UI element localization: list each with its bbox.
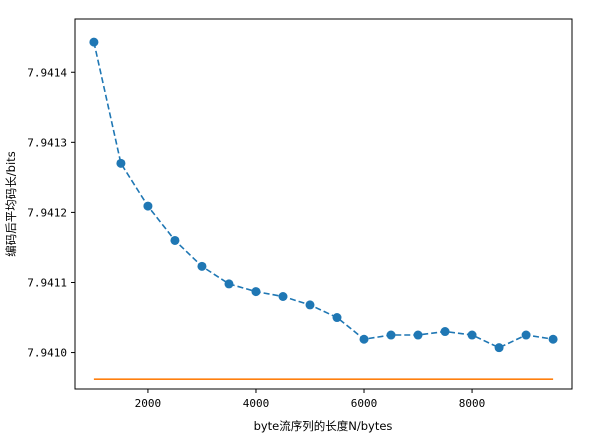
series-0-point [116,158,126,168]
plot-frame [74,18,573,390]
x-tick-label: 4000 [243,397,270,410]
series-0-point [440,327,450,337]
x-tick-label: 8000 [459,397,486,410]
series-0-point [548,334,558,344]
series-0-point [224,279,234,289]
series-0-point [251,287,261,297]
y-tick-label: 7.9410 [27,347,67,360]
y-axis: 7.9410 7.9411 7.9412 7.9413 7.9414 [27,66,75,360]
series-0-point [278,292,288,301]
series-0-point [143,201,153,211]
series-0-point [197,261,207,271]
x-axis: 2000 4000 6000 8000 [135,389,486,410]
series-0-point [89,37,99,47]
x-tick-label: 6000 [351,397,378,410]
y-tick-label: 7.9411 [27,276,67,289]
series-0-point [170,235,180,245]
series-0-point [467,330,477,340]
series-0-point [359,334,369,344]
x-axis-label: byte流序列的长度N/bytes [254,419,393,433]
series-0-point [413,330,423,340]
y-axis-label: 编码后平均码长/bits [4,151,18,256]
series-layer [89,37,558,381]
x-tick-label: 2000 [135,397,162,410]
series-0-point [332,313,342,323]
series-0-point [521,330,531,340]
series-0-line [93,41,554,349]
y-tick-label: 7.9413 [27,136,67,149]
series-0-point [386,330,396,340]
series-0-point [305,300,315,310]
y-tick-label: 7.9412 [27,206,67,219]
y-tick-label: 7.9414 [27,66,67,79]
series-0-point [494,343,504,353]
